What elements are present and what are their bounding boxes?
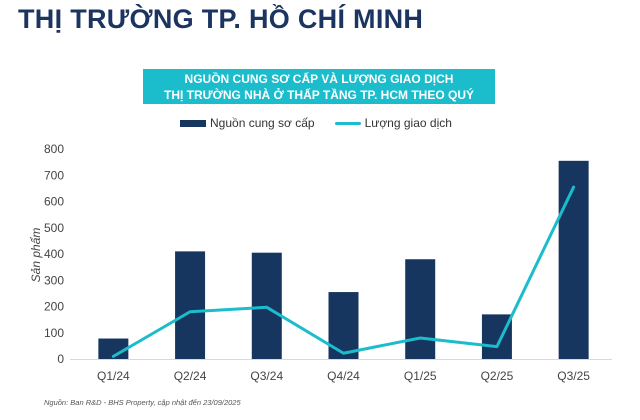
y-tick-label: 0 [57,352,64,366]
y-tick-label: 100 [44,326,64,340]
page-title: THỊ TRƯỜNG TP. HỒ CHÍ MINH [18,4,424,34]
x-tick-label: Q2/25 [481,369,514,383]
x-tick-label: Q3/25 [557,369,590,383]
legend-label-supply: Nguồn cung sơ cấp [210,116,315,130]
x-tick-label: Q4/24 [327,369,360,383]
y-tick-label: 300 [44,273,64,287]
legend: Nguồn cung sơ cấp Lượng giao dịch [180,116,452,130]
y-axis-label: Sản phẩm [29,228,43,283]
y-tick-label: 500 [44,221,64,235]
bar [328,292,359,359]
chart-title: NGUỒN CUNG SƠ CẤP VÀ LƯỢNG GIAO DỊCH THỊ… [143,69,495,104]
y-tick-label: 200 [44,300,64,314]
y-tick-label: 600 [44,195,64,209]
chart-title-line1: NGUỒN CUNG SƠ CẤP VÀ LƯỢNG GIAO DỊCH [184,72,454,86]
bar [558,160,589,359]
legend-swatch-line [334,121,361,125]
chart-title-line2: THỊ TRƯỜNG NHÀ Ở THẤP TẦNG TP. HCM THEO … [164,88,474,102]
source-note: Nguồn: Ban R&D - BHS Property, cập nhật … [44,398,241,407]
y-tick-label: 400 [44,247,64,261]
x-tick-label: Q3/24 [250,369,283,383]
y-tick-label: 700 [44,168,64,182]
x-tick-label: Q2/24 [174,369,207,383]
bar [175,251,206,359]
x-tick-label: Q1/24 [97,369,130,383]
legend-label-transactions: Lượng giao dịch [364,116,452,130]
x-tick-label: Q1/25 [404,369,437,383]
bar [98,338,129,359]
bar [405,259,436,359]
y-tick-label: 800 [44,142,64,156]
bar [481,314,512,359]
legend-swatch-bar [180,119,206,127]
